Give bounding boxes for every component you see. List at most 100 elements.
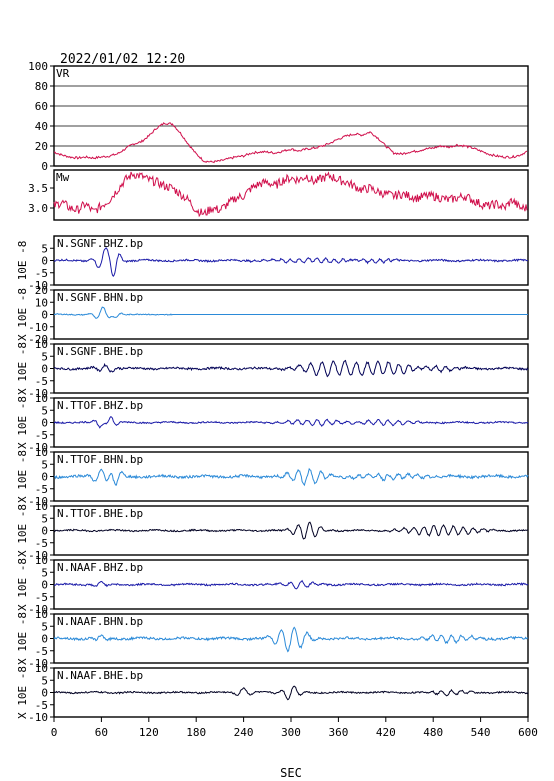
trace-waveform	[53, 306, 528, 319]
x-tick-label: 120	[139, 726, 159, 739]
y-tick-label: -10	[28, 549, 48, 562]
y-tick-label: -10	[28, 387, 48, 400]
trace-label: N.NAAF.BHE.bp	[57, 669, 143, 682]
trace-waveform	[53, 467, 529, 487]
trace-y-unit: X 10E -8	[16, 612, 29, 665]
trace-label: N.SGNF.BHN.bp	[57, 291, 143, 304]
x-tick-label: 180	[186, 726, 206, 739]
trace-label: N.SGNF.BHE.bp	[57, 345, 143, 358]
trace-waveform	[53, 685, 529, 701]
plot-area: 020406080100VR3.53.0Mw50-5-10N.SGNF.BHZ.…	[16, 60, 538, 739]
y-tick-label: 60	[35, 100, 48, 113]
y-tick-label: 10	[35, 500, 48, 513]
y-tick-label: -5	[35, 483, 48, 496]
y-tick-label: 20	[35, 140, 48, 153]
y-tick-label: 10	[35, 662, 48, 675]
trace-waveform	[53, 626, 529, 653]
trace-label: N.NAAF.BHN.bp	[57, 615, 143, 628]
y-tick-label: 0	[41, 255, 48, 268]
x-tick-label: 600	[518, 726, 538, 739]
x-tick-label: 420	[376, 726, 396, 739]
y-tick-label: 5	[41, 512, 48, 525]
x-tick-label: 540	[471, 726, 491, 739]
y-tick-label: 0	[41, 471, 48, 484]
trace-waveform	[53, 521, 529, 540]
trace-y-unit: X 10E -8	[16, 342, 29, 395]
y-tick-label: -10	[28, 279, 48, 292]
panel-frame-vr	[53, 65, 529, 167]
x-tick-label: 300	[281, 726, 301, 739]
trace-label: N.NAAF.BHZ.bp	[57, 561, 143, 574]
trace-y-unit: X 10E -8	[16, 288, 29, 341]
chart-title: 2022/01/02 12:20	[60, 52, 185, 67]
panel-label-vr: VR	[56, 67, 70, 80]
y-tick-label: -5	[35, 699, 48, 712]
y-tick-label: 3.0	[28, 202, 48, 215]
trace-waveform	[53, 359, 529, 378]
y-tick-label: 0	[41, 363, 48, 376]
trace-label: N.TTOF.BHN.bp	[57, 453, 143, 466]
y-tick-label: -20	[28, 333, 48, 346]
trace-y-unit: X 10E -8	[16, 666, 29, 719]
x-tick-label: 240	[234, 726, 254, 739]
panel-frame-mw	[53, 169, 529, 221]
y-tick-label: 10	[35, 338, 48, 351]
y-tick-label: 20	[35, 284, 48, 297]
y-tick-label: -10	[28, 603, 48, 616]
y-tick-label: 5	[41, 350, 48, 363]
y-tick-label: 5	[41, 404, 48, 417]
trace-y-unit: 10E -8	[16, 241, 29, 281]
y-tick-label: 0	[41, 633, 48, 646]
y-tick-label: 100	[28, 60, 48, 73]
y-tick-label: 10	[35, 296, 48, 309]
trace-y-unit: X 10E -8	[16, 504, 29, 557]
y-tick-label: 10	[35, 608, 48, 621]
trace-waveform	[53, 246, 529, 278]
trace-y-unit: X 10E -8	[16, 396, 29, 449]
y-tick-label: -10	[28, 711, 48, 724]
y-tick-label: -10	[28, 321, 48, 334]
y-tick-label: -10	[28, 441, 48, 454]
y-tick-label: -5	[35, 645, 48, 658]
series-vr	[53, 122, 528, 164]
y-tick-label: 0	[41, 525, 48, 538]
trace-y-unit: X 10E -8	[16, 558, 29, 611]
y-tick-label: -5	[35, 267, 48, 280]
x-tick-label: 0	[51, 726, 58, 739]
panel-label-mw: Mw	[56, 171, 70, 184]
y-tick-label: 5	[41, 458, 48, 471]
y-tick-label: -5	[35, 429, 48, 442]
y-tick-label: -5	[35, 591, 48, 604]
y-tick-label: 5	[41, 242, 48, 255]
trace-label: N.SGNF.BHZ.bp	[57, 237, 143, 250]
y-tick-label: 0	[41, 309, 48, 322]
y-tick-label: 10	[35, 446, 48, 459]
trace-waveform	[53, 415, 529, 429]
x-tick-label: 480	[423, 726, 443, 739]
trace-waveform	[53, 579, 529, 590]
trace-y-unit: X 10E -8	[16, 450, 29, 503]
y-tick-label: 0	[41, 160, 48, 173]
y-tick-label: 5	[41, 566, 48, 579]
y-tick-label: -5	[35, 537, 48, 550]
y-tick-label: -10	[28, 657, 48, 670]
series-mw	[53, 171, 528, 218]
y-tick-label: 5	[41, 620, 48, 633]
x-tick-label: 360	[328, 726, 348, 739]
y-tick-label: 40	[35, 120, 48, 133]
x-axis-label: SEC	[280, 766, 302, 780]
y-tick-label: 80	[35, 80, 48, 93]
trace-label: N.TTOF.BHE.bp	[57, 507, 143, 520]
y-tick-label: 10	[35, 554, 48, 567]
x-tick-label: 60	[95, 726, 108, 739]
y-tick-label: 0	[41, 579, 48, 592]
y-tick-label: 0	[41, 687, 48, 700]
y-tick-label: 5	[41, 674, 48, 687]
y-tick-label: 3.5	[28, 182, 48, 195]
y-tick-label: -10	[28, 495, 48, 508]
trace-label: N.TTOF.BHZ.bp	[57, 399, 143, 412]
y-tick-label: -5	[35, 375, 48, 388]
y-tick-label: 0	[41, 417, 48, 430]
y-tick-label: 10	[35, 392, 48, 405]
